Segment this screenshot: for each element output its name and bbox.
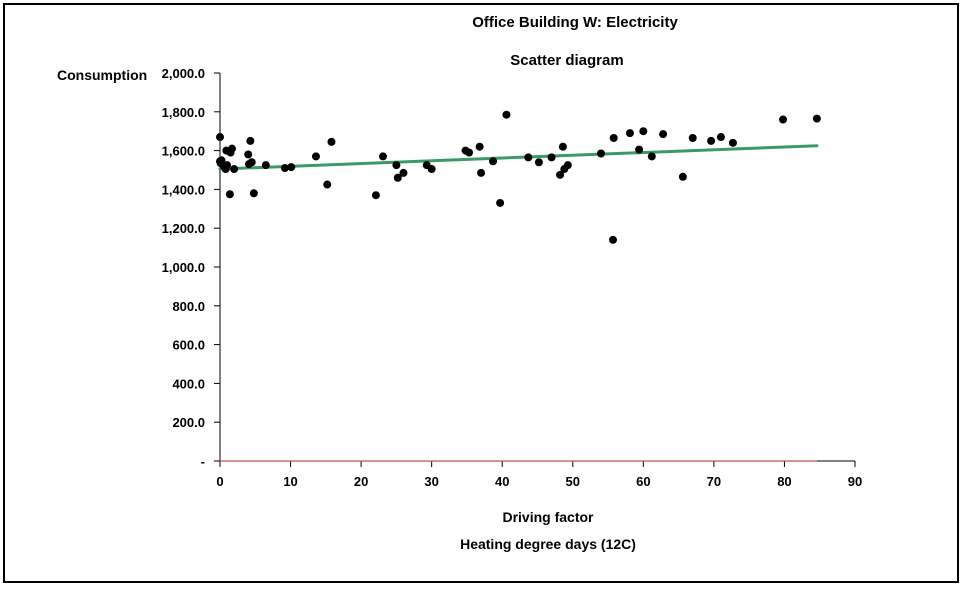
data-point [244, 150, 253, 159]
y-tick-label: 400.0 [172, 376, 205, 391]
chart-subtitle: Scatter diagram [510, 52, 623, 69]
y-tick-label: 1,200.0 [162, 221, 205, 236]
x-tick-label: 20 [354, 474, 368, 489]
data-point [247, 158, 256, 167]
x-tick-label: 10 [283, 474, 297, 489]
y-tick-label: 600.0 [172, 338, 205, 353]
data-point [647, 152, 656, 161]
data-point [427, 165, 436, 174]
data-point [230, 165, 239, 174]
x-tick-label: 0 [216, 474, 223, 489]
data-point [635, 145, 644, 154]
data-point [716, 133, 725, 142]
y-tick-label: 1,600.0 [162, 144, 205, 159]
data-point [563, 161, 572, 170]
data-point [225, 190, 234, 199]
data-point [249, 189, 258, 198]
data-point [465, 148, 474, 157]
y-tick-label: 1,000.0 [162, 260, 205, 275]
data-point [477, 168, 486, 177]
data-point [707, 136, 716, 145]
axes: - 200.0 400.0 600.0 800.0 1,000.0 1,200.0 1,400… [162, 66, 863, 489]
data-point [371, 191, 380, 200]
data-point [609, 133, 618, 142]
data-point [323, 180, 332, 189]
data-point [393, 173, 402, 182]
data-point [547, 153, 556, 162]
data-point [223, 161, 232, 170]
data-point [261, 161, 270, 170]
y-tick-label: 200.0 [172, 415, 205, 430]
data-point [608, 235, 617, 244]
data-point [812, 114, 821, 123]
data-point [639, 127, 648, 136]
data-point [378, 152, 387, 161]
x-tick-label: 90 [848, 474, 862, 489]
data-point [659, 130, 668, 139]
y-tick-label: 2,000.0 [162, 66, 205, 81]
data-point [728, 138, 737, 147]
data-point [280, 164, 289, 173]
trendline [218, 144, 819, 171]
x-axis-secondary-label: Heating degree days (12C) [460, 536, 636, 552]
y-tick-label: 1,800.0 [162, 105, 205, 120]
data-point [534, 158, 543, 167]
x-tick-label: 60 [636, 474, 650, 489]
y-tick-label: - [201, 454, 205, 469]
data-point [399, 168, 408, 177]
data-point [392, 161, 401, 170]
x-axis-label: Driving factor [502, 509, 594, 525]
data-point [556, 170, 565, 179]
x-tick-label: 50 [566, 474, 580, 489]
trendline-group [218, 144, 819, 171]
data-point [502, 110, 511, 119]
chart-frame [3, 3, 959, 583]
x-tick-label: 30 [424, 474, 438, 489]
data-point [558, 142, 567, 151]
data-point [779, 115, 788, 124]
data-point [327, 137, 336, 146]
data-point [625, 129, 634, 138]
data-point [475, 142, 484, 151]
y-tick-label: 1,400.0 [162, 182, 205, 197]
y-axis-label: Consumption [57, 67, 147, 83]
data-point [597, 149, 605, 158]
data-point [311, 152, 320, 161]
data-point [216, 133, 224, 142]
data-point [688, 133, 697, 142]
data-point [287, 163, 296, 172]
data-point [489, 157, 498, 166]
x-tick-label: 40 [495, 474, 509, 489]
data-point [496, 198, 505, 207]
data-point [227, 144, 236, 153]
data-point [524, 153, 533, 162]
x-tick-label: 70 [707, 474, 721, 489]
x-tick-label: 80 [777, 474, 791, 489]
data-point [246, 136, 255, 145]
data-point [678, 172, 687, 181]
chart-title: Office Building W: Electricity [472, 14, 678, 31]
y-tick-label: 800.0 [172, 299, 205, 314]
data-points [216, 110, 821, 244]
